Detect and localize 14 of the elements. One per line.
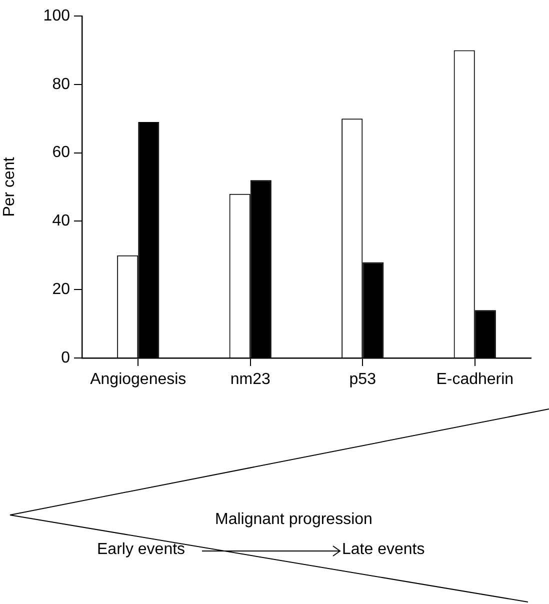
y-tick-label: 0 [61, 349, 70, 366]
y-tick-label: 100 [43, 7, 70, 24]
text: Malignant progression [215, 511, 372, 529]
y-tick-label: 60 [52, 144, 70, 162]
x-tick-label: Angiogenesis [90, 371, 186, 388]
x-tick-label: E-cadherin [436, 371, 514, 388]
y-tick-label: 40 [52, 212, 70, 230]
y-tick-label: 80 [52, 76, 70, 93]
y-tick-label: 20 [52, 281, 70, 298]
text: Late events [342, 541, 425, 559]
x-tick-label: p53 [349, 371, 376, 388]
y-axis-title: Per cent [1, 156, 18, 217]
text: Early events [97, 541, 186, 559]
x-tick-label: nm23 [230, 371, 270, 388]
